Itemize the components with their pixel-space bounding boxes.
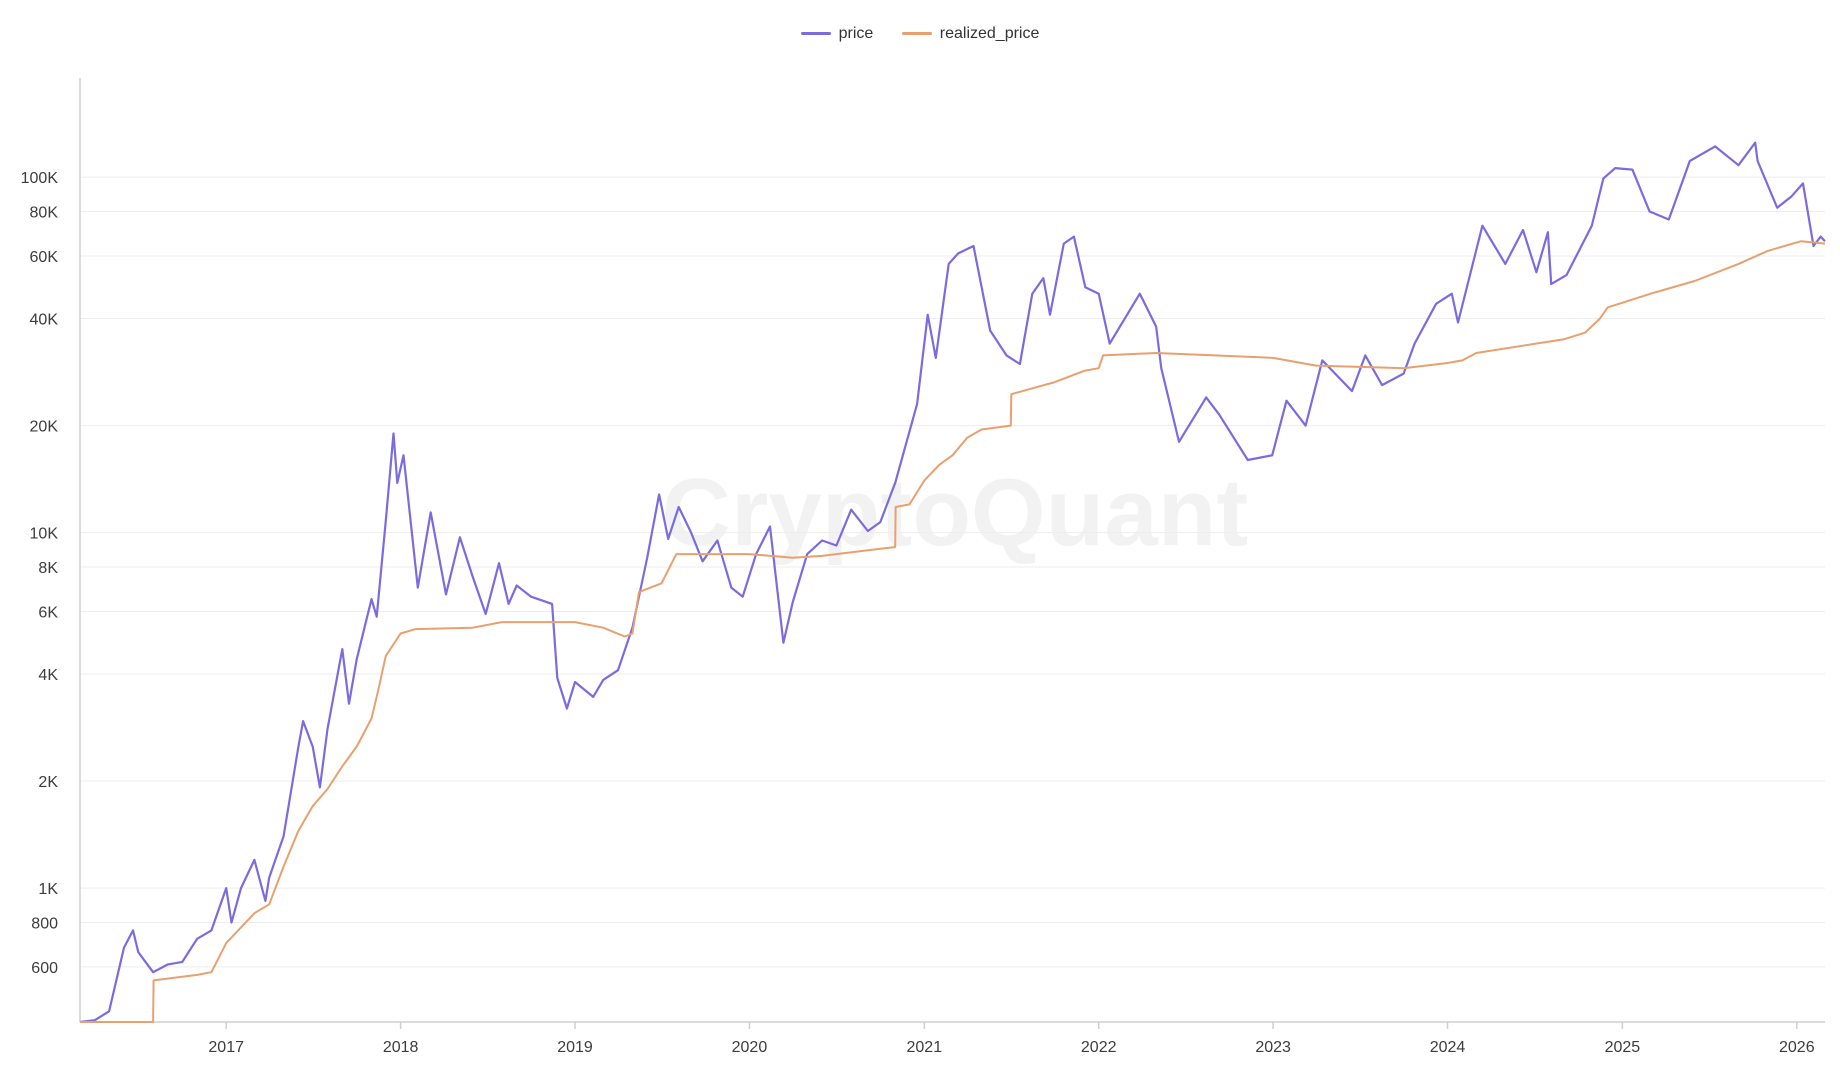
- series-line-price: [79, 141, 1826, 1024]
- y-tick-label: 100K: [21, 170, 59, 187]
- y-tick-label: 40K: [30, 312, 59, 329]
- y-tick-label: 60K: [30, 249, 59, 266]
- legend-swatch-realized-price: [901, 32, 932, 35]
- legend-item-price[interactable]: price: [800, 24, 874, 43]
- y-tick-label: 600: [31, 960, 58, 977]
- x-tick-label: 2021: [907, 1039, 943, 1056]
- series-line-realized-price: [80, 240, 1826, 1023]
- y-tick-label: 20K: [30, 419, 59, 436]
- legend-swatch-price: [800, 32, 831, 35]
- y-tick-label: 8K: [38, 560, 58, 577]
- legend-item-realized-price[interactable]: realized_price: [901, 24, 1040, 43]
- y-tick-label: 4K: [38, 667, 58, 684]
- x-tick-label: 2020: [732, 1039, 768, 1056]
- x-tick-label: 2017: [208, 1039, 244, 1056]
- axis-layer: 600 800 1K 2K 4K 6K 8K 10K 20K 40K 60K 80K 100K 2017 2…: [21, 78, 1825, 1056]
- watermark-text: CryptoQuant: [662, 459, 1249, 566]
- x-tick-label: 2018: [383, 1039, 419, 1056]
- series-layer: [79, 141, 1826, 1024]
- x-tick-label: 2023: [1255, 1039, 1291, 1056]
- y-tick-label: 800: [31, 916, 58, 933]
- x-tick-label: 2024: [1430, 1039, 1466, 1056]
- legend-label-realized-price: realized_price: [939, 24, 1040, 42]
- grid-layer: [80, 176, 1825, 968]
- legend-label-price: price: [838, 24, 874, 42]
- x-tick-label: 2026: [1779, 1039, 1815, 1056]
- y-tick-label: 1K: [38, 881, 58, 898]
- y-tick-label: 80K: [30, 205, 59, 222]
- x-tick-label: 2025: [1605, 1039, 1641, 1056]
- x-tick-label: 2022: [1081, 1039, 1117, 1056]
- x-tick-label: 2019: [557, 1039, 593, 1056]
- y-tick-label: 10K: [30, 526, 59, 543]
- y-tick-label: 2K: [38, 774, 58, 791]
- chart-legend: price realized_price: [0, 22, 1840, 43]
- y-tick-label: 6K: [38, 604, 58, 621]
